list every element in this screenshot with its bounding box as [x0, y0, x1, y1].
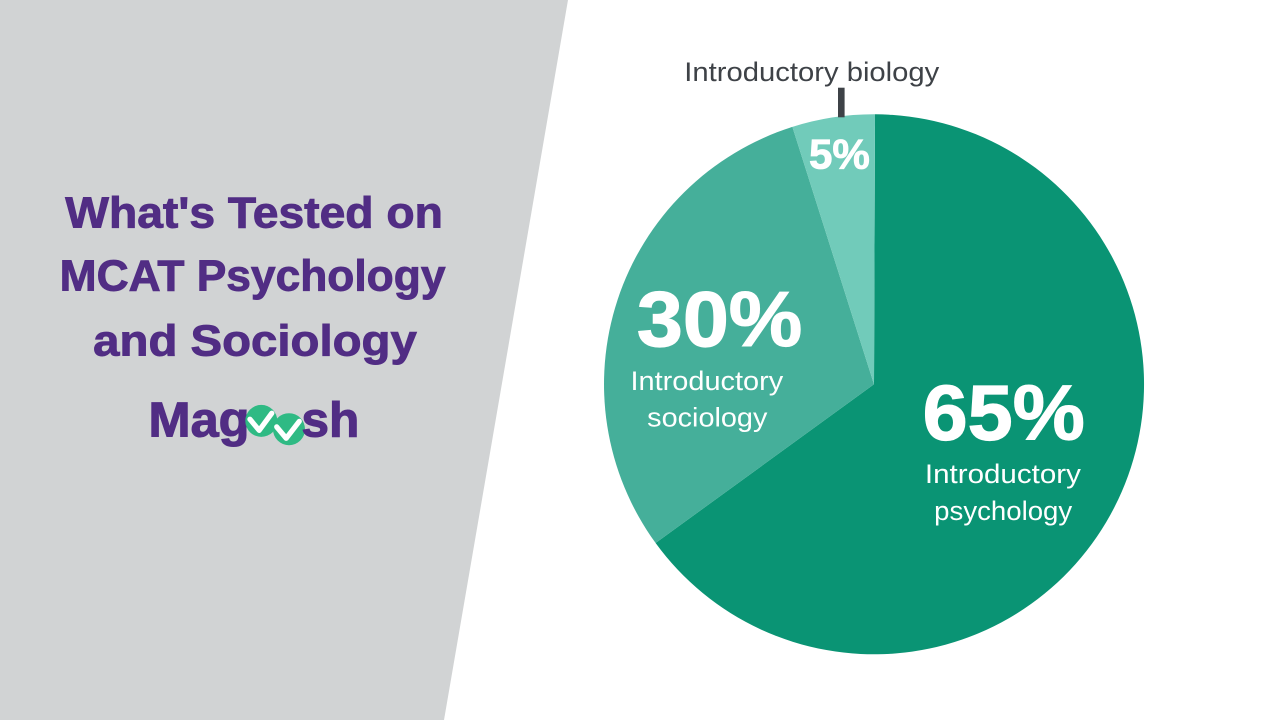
svg-text:30%: 30% — [637, 275, 802, 363]
svg-text:Introductory: Introductory — [631, 366, 785, 396]
svg-text:65%: 65% — [923, 369, 1085, 457]
svg-text:MCAT Psychology: MCAT Psychology — [60, 252, 446, 301]
svg-text:Mag: Mag — [149, 392, 250, 447]
svg-text:sh: sh — [301, 392, 359, 447]
svg-text:and Sociology: and Sociology — [93, 316, 417, 365]
svg-text:5%: 5% — [809, 131, 870, 178]
svg-text:sociology: sociology — [647, 403, 768, 433]
svg-text:Introductory biology: Introductory biology — [684, 57, 940, 87]
svg-text:psychology: psychology — [934, 496, 1073, 526]
svg-text:Introductory: Introductory — [925, 459, 1082, 489]
svg-text:What's Tested on: What's Tested on — [65, 189, 443, 238]
